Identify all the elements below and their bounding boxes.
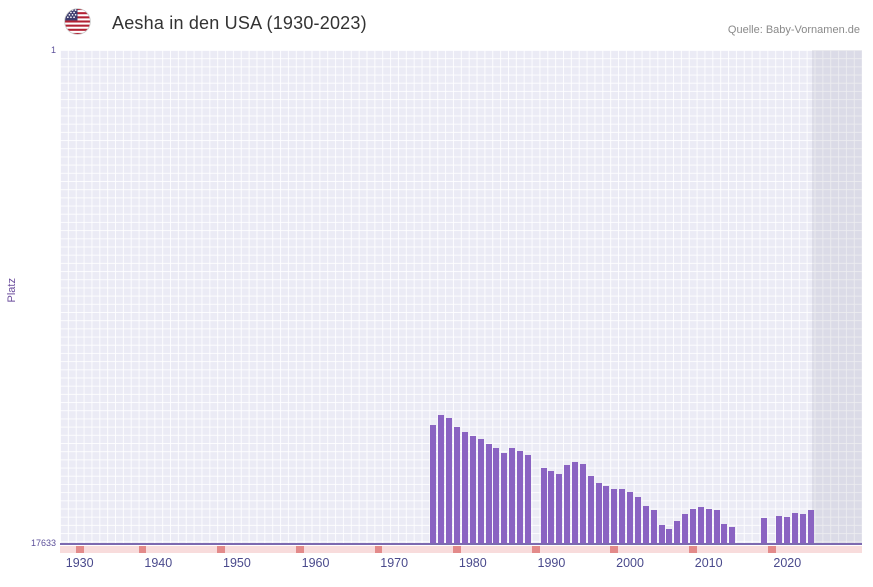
rank-bar[interactable] bbox=[446, 418, 453, 543]
rank-bar[interactable] bbox=[548, 471, 555, 543]
rank-bar[interactable] bbox=[800, 514, 807, 543]
rank-bar[interactable] bbox=[477, 439, 484, 543]
no-data-strip bbox=[60, 546, 862, 553]
rank-bar[interactable] bbox=[634, 497, 641, 543]
rank-bar[interactable] bbox=[540, 468, 547, 543]
rank-bar[interactable] bbox=[430, 425, 437, 543]
us-flag-icon bbox=[64, 8, 91, 35]
rank-bar[interactable] bbox=[454, 427, 461, 543]
rank-bar[interactable] bbox=[650, 510, 657, 543]
rank-bar[interactable] bbox=[564, 465, 571, 543]
rank-bar[interactable] bbox=[666, 529, 673, 543]
rank-bar[interactable] bbox=[501, 453, 508, 543]
plot-area bbox=[60, 50, 862, 545]
x-tick-label: 2020 bbox=[773, 556, 802, 570]
x-tick-label: 1970 bbox=[380, 556, 409, 570]
x-tick-label: 1930 bbox=[65, 556, 94, 570]
rank-bar[interactable] bbox=[603, 486, 610, 543]
no-data-mark bbox=[689, 546, 697, 553]
rank-bar[interactable] bbox=[760, 518, 767, 543]
x-axis: 1930 1940 1950 1960 1970 1980 1990 2000 2010 2020 bbox=[60, 556, 862, 574]
x-tick-label: 1980 bbox=[458, 556, 487, 570]
rank-bar[interactable] bbox=[572, 462, 578, 543]
no-data-mark bbox=[75, 546, 84, 553]
rank-bar[interactable] bbox=[509, 448, 516, 543]
rank-bar[interactable] bbox=[792, 513, 799, 543]
rank-bar[interactable] bbox=[556, 474, 563, 543]
no-data-mark bbox=[531, 546, 540, 553]
rank-bar[interactable] bbox=[438, 415, 445, 543]
rank-bar[interactable] bbox=[627, 492, 634, 543]
rank-bar[interactable] bbox=[721, 524, 728, 543]
no-data-mark bbox=[295, 546, 304, 553]
rank-bar[interactable] bbox=[705, 509, 712, 543]
source-attribution: Quelle: Baby-Vornamen.de bbox=[727, 24, 860, 36]
rank-bar[interactable] bbox=[658, 525, 665, 543]
page-title: Aesha in den USA (1930-2023) bbox=[112, 13, 367, 33]
rank-bar[interactable] bbox=[461, 432, 468, 543]
rank-bar[interactable] bbox=[595, 483, 602, 543]
x-tick-label: 1950 bbox=[223, 556, 251, 570]
x-tick-label: 1940 bbox=[144, 556, 173, 570]
rank-bar[interactable] bbox=[697, 507, 704, 543]
rank-bar[interactable] bbox=[611, 489, 618, 543]
rank-bar[interactable] bbox=[689, 509, 696, 543]
no-data-mark bbox=[767, 546, 776, 553]
rank-bar[interactable] bbox=[674, 521, 681, 543]
y-axis-top-tick: 1 bbox=[50, 45, 56, 55]
x-tick-label: 1960 bbox=[301, 556, 330, 570]
no-data-mark bbox=[453, 546, 461, 553]
future-region bbox=[811, 50, 862, 543]
rank-bar[interactable] bbox=[619, 489, 626, 543]
rank-bar[interactable] bbox=[485, 444, 492, 543]
no-data-mark bbox=[610, 546, 619, 553]
rank-bar[interactable] bbox=[784, 517, 791, 543]
no-data-mark bbox=[217, 546, 226, 553]
rank-bar[interactable] bbox=[524, 455, 531, 543]
rank-bar[interactable] bbox=[682, 514, 689, 543]
rank-bar[interactable] bbox=[713, 510, 720, 543]
rank-bar[interactable] bbox=[729, 527, 736, 543]
y-axis-bottom-tick: 17633 bbox=[30, 538, 56, 548]
rank-bar[interactable] bbox=[642, 506, 649, 543]
rank-bar[interactable] bbox=[587, 476, 594, 543]
rank-bar[interactable] bbox=[807, 510, 814, 543]
rank-bar[interactable] bbox=[493, 448, 500, 543]
x-tick-label: 1990 bbox=[537, 556, 566, 570]
rank-bar[interactable] bbox=[516, 451, 523, 543]
rank-bar[interactable] bbox=[776, 516, 783, 543]
rank-bar[interactable] bbox=[579, 464, 586, 543]
no-data-mark bbox=[374, 546, 383, 553]
x-tick-label: 2010 bbox=[694, 556, 723, 570]
rank-bar[interactable] bbox=[469, 436, 476, 543]
x-tick-label: 2000 bbox=[616, 556, 644, 570]
y-axis-label: Platz bbox=[6, 278, 18, 303]
no-data-mark bbox=[138, 546, 147, 553]
